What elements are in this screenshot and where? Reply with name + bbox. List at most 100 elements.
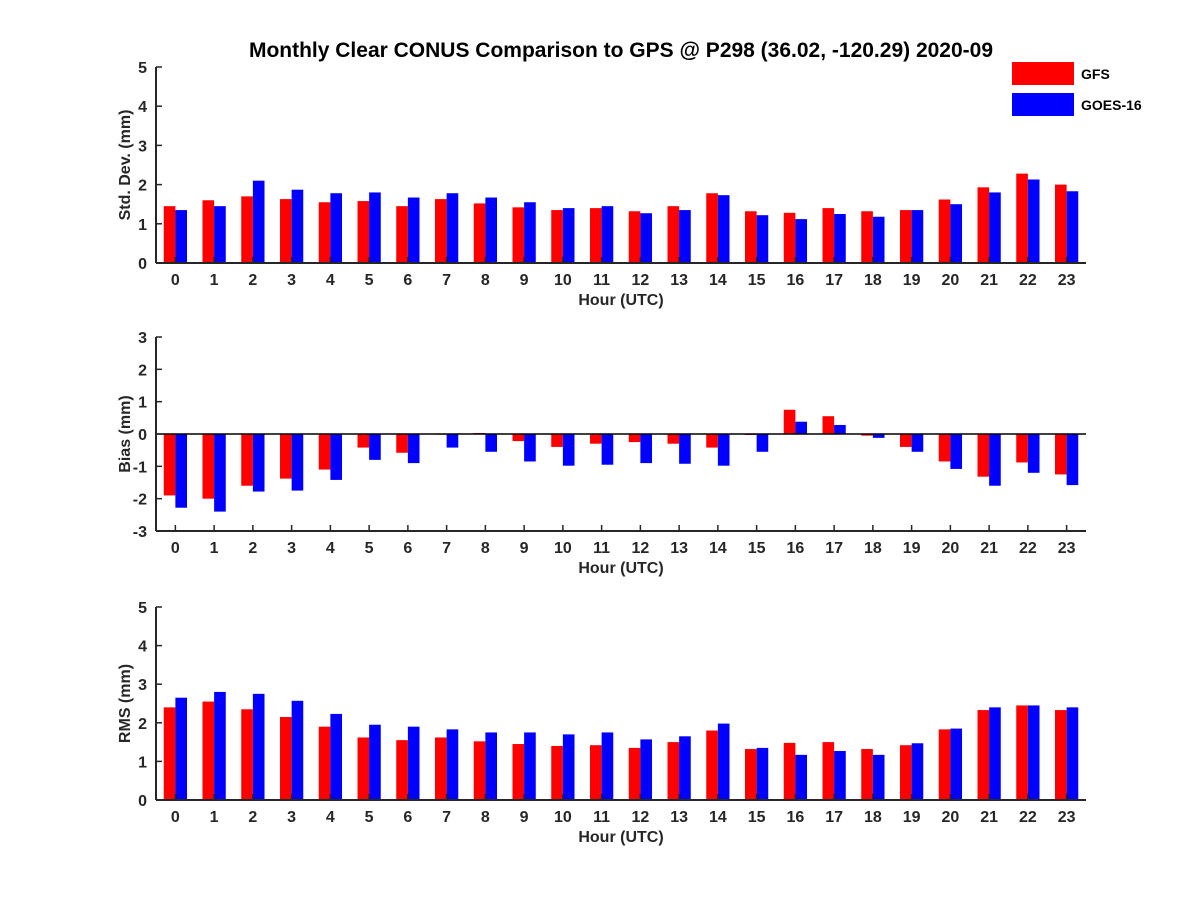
x-tick-label-bias-5: 5: [365, 540, 374, 557]
x-tick-label-bias-16: 16: [786, 540, 804, 557]
bar-bias-gfs-19: [900, 434, 912, 447]
bar-std-goes-16-20: [950, 204, 963, 263]
bar-std-gfs-14: [706, 193, 718, 263]
bar-bias-goes-16-5: [369, 434, 381, 460]
y-tick-label-bias-2: 2: [138, 362, 147, 379]
bar-bias-goes-16-15: [756, 434, 769, 452]
bar-rms-gfs-16: [783, 742, 796, 800]
bar-std-gfs-4: [318, 202, 331, 263]
y-tick-label-std-5: 5: [138, 60, 147, 77]
x-tick-label-std-7: 7: [442, 272, 451, 289]
bar-rms-goes-16-5: [369, 724, 381, 800]
bar-rms-goes-16-10: [562, 734, 575, 800]
y-tick-label-rms-4: 4: [138, 639, 147, 656]
legend-swatch-gfs: [1012, 62, 1074, 85]
bar-bias-gfs-13: [667, 434, 680, 444]
bar-rms-gfs-17: [822, 742, 835, 800]
x-tick-label-rms-6: 6: [403, 809, 412, 826]
bar-bias-goes-16-4: [330, 434, 343, 480]
bar-rms-goes-16-2: [252, 693, 265, 800]
bar-rms-gfs-6: [396, 740, 408, 800]
x-tick-label-std-20: 20: [941, 272, 959, 289]
x-tick-label-rms-15: 15: [748, 809, 766, 826]
bar-bias-gfs-21: [977, 434, 990, 477]
x-tick-label-bias-21: 21: [980, 540, 998, 557]
bar-std-gfs-3: [280, 199, 292, 263]
x-tick-label-rms-7: 7: [442, 809, 451, 826]
bar-std-gfs-21: [977, 187, 990, 263]
x-tick-label-bias-1: 1: [210, 540, 219, 557]
legend: GFS GOES-16: [1012, 62, 1142, 116]
y-axis-label-bias: Bias (mm): [117, 395, 134, 472]
bar-std-goes-16-4: [330, 193, 343, 263]
y-tick-label-std-3: 3: [138, 138, 147, 155]
bar-bias-gfs-3: [280, 434, 292, 479]
y-axis-label-rms: RMS (mm): [117, 664, 134, 743]
x-tick-label-bias-4: 4: [326, 540, 335, 557]
y-tick-label-rms-1: 1: [138, 754, 147, 771]
bar-bias-gfs-4: [318, 434, 331, 470]
bar-std-gfs-15: [745, 211, 757, 263]
bar-std-goes-16-21: [989, 192, 1001, 263]
bar-std-gfs-17: [822, 208, 835, 263]
x-tick-label-std-16: 16: [786, 272, 804, 289]
x-tick-label-bias-18: 18: [864, 540, 882, 557]
x-tick-label-std-11: 11: [593, 272, 610, 289]
x-tick-label-std-15: 15: [748, 272, 766, 289]
bar-std-gfs-18: [861, 211, 873, 263]
bar-bias-gfs-10: [551, 434, 563, 447]
x-tick-label-std-0: 0: [171, 272, 180, 289]
bar-bias-gfs-17: [822, 416, 835, 434]
x-tick-label-rms-3: 3: [287, 809, 296, 826]
x-tick-label-rms-11: 11: [593, 809, 610, 826]
bar-std-gfs-11: [590, 208, 602, 263]
y-tick-label-std-0: 0: [138, 256, 147, 273]
legend-label-goes-16: GOES-16: [1081, 97, 1142, 113]
bar-std-gfs-22: [1016, 173, 1028, 263]
y-tick-label-bias-0: 0: [138, 427, 147, 444]
y-tick-label-bias--3: -3: [133, 524, 147, 541]
x-tick-label-rms-4: 4: [326, 809, 335, 826]
x-tick-label-bias-6: 6: [403, 540, 412, 557]
bar-std-gfs-23: [1055, 184, 1067, 263]
x-tick-label-rms-23: 23: [1058, 809, 1076, 826]
bar-bias-goes-16-22: [1027, 434, 1040, 473]
x-tick-label-bias-17: 17: [825, 540, 843, 557]
bar-rms-goes-16-18: [872, 754, 885, 800]
x-tick-label-rms-22: 22: [1019, 809, 1037, 826]
x-tick-label-rms-2: 2: [248, 809, 257, 826]
y-tick-label-rms-2: 2: [138, 716, 147, 733]
bar-bias-goes-16-23: [1066, 434, 1079, 486]
bar-std-goes-16-5: [369, 192, 381, 263]
legend-label-gfs: GFS: [1081, 66, 1110, 82]
bar-rms-gfs-18: [861, 749, 873, 800]
x-tick-label-std-1: 1: [210, 272, 219, 289]
y-tick-label-rms-3: 3: [138, 677, 147, 694]
bar-std-goes-16-2: [252, 180, 265, 263]
x-tick-label-bias-3: 3: [287, 540, 296, 557]
bar-bias-goes-16-14: [717, 434, 730, 466]
x-tick-label-std-6: 6: [403, 272, 412, 289]
bar-bias-gfs-11: [590, 434, 602, 444]
bar-rms-gfs-15: [745, 749, 757, 800]
bar-rms-gfs-19: [900, 745, 912, 800]
x-tick-label-bias-15: 15: [748, 540, 766, 557]
bar-std-gfs-20: [938, 199, 951, 263]
x-tick-label-std-3: 3: [287, 272, 296, 289]
bar-bias-goes-16-3: [291, 434, 304, 491]
x-tick-label-bias-20: 20: [941, 540, 959, 557]
x-tick-label-std-5: 5: [365, 272, 374, 289]
x-tick-label-std-19: 19: [903, 272, 921, 289]
bar-bias-goes-16-21: [989, 434, 1001, 486]
x-tick-label-rms-19: 19: [903, 809, 921, 826]
bar-bias-goes-16-17: [834, 424, 846, 434]
legend-swatch-goes-16: [1012, 93, 1074, 116]
bar-std-gfs-13: [667, 206, 680, 263]
x-tick-label-bias-14: 14: [709, 540, 727, 557]
x-tick-label-std-12: 12: [631, 272, 649, 289]
y-tick-label-std-4: 4: [138, 99, 147, 116]
bar-std-goes-16-10: [562, 208, 575, 263]
x-tick-label-std-18: 18: [864, 272, 882, 289]
